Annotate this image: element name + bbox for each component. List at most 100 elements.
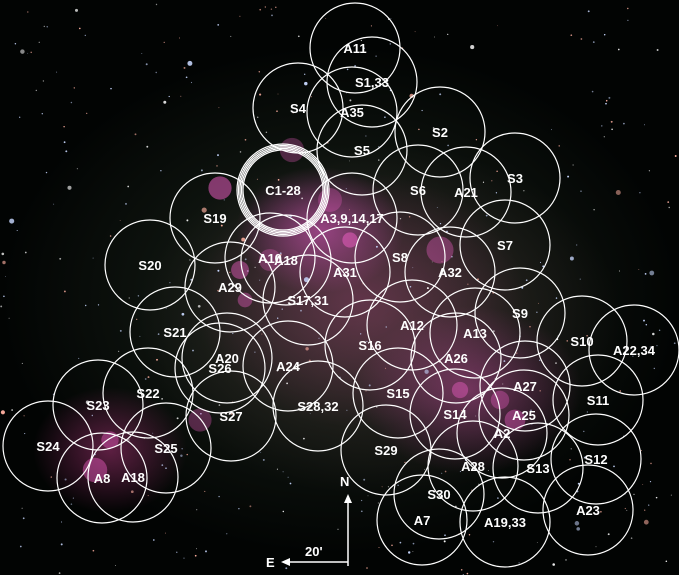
star (475, 139, 478, 141)
star (61, 521, 63, 523)
star (349, 99, 352, 102)
star (311, 96, 313, 98)
star (642, 484, 644, 486)
star (276, 370, 278, 372)
field-label: S30 (427, 487, 450, 502)
star (168, 95, 170, 98)
north-arrowhead-icon (344, 494, 352, 503)
star (469, 467, 471, 469)
star (626, 349, 629, 351)
star (3, 295, 5, 298)
star (424, 326, 426, 328)
star (591, 90, 594, 93)
star (370, 25, 372, 27)
star (365, 390, 367, 392)
star (387, 486, 389, 488)
north-label: N (340, 474, 349, 489)
star (610, 120, 613, 123)
star (128, 439, 130, 441)
emission-knot (504, 409, 526, 431)
star (485, 214, 488, 217)
star (2, 260, 6, 265)
field-ring (240, 214, 332, 306)
star (655, 496, 658, 499)
star (592, 41, 595, 43)
star (43, 25, 46, 28)
star (495, 192, 498, 194)
star (164, 532, 166, 534)
star (665, 560, 668, 563)
star (558, 145, 560, 147)
field-ring (404, 226, 496, 318)
star (300, 309, 302, 312)
star (441, 261, 443, 263)
star (447, 33, 449, 36)
star (668, 206, 670, 209)
star (552, 563, 555, 566)
star (378, 159, 380, 161)
star (92, 549, 95, 552)
star (265, 131, 268, 134)
star (644, 509, 646, 511)
star (444, 470, 447, 473)
field-label: A28 (461, 459, 485, 474)
star (471, 489, 473, 491)
central-field-ring (242, 149, 324, 231)
field-ring (552, 354, 644, 446)
star (674, 155, 677, 157)
star (424, 369, 429, 374)
field-ring (52, 359, 144, 451)
central-field-ring (237, 144, 329, 236)
star (390, 396, 392, 398)
star (249, 505, 252, 508)
star (216, 165, 218, 167)
central-field-ring (239, 146, 327, 234)
star (412, 542, 415, 545)
star (439, 93, 442, 96)
star (63, 290, 66, 293)
star (50, 476, 53, 478)
star (176, 551, 178, 553)
star (399, 218, 402, 220)
field-ring (169, 172, 261, 264)
field-ring (184, 241, 276, 333)
star (180, 454, 183, 458)
star (218, 107, 220, 109)
star (0, 305, 3, 308)
star (639, 192, 641, 194)
field-label: S16 (358, 338, 381, 353)
star (58, 572, 61, 574)
star (368, 384, 371, 387)
star (539, 359, 541, 361)
field-label: S6 (410, 183, 426, 198)
star (9, 218, 15, 224)
field-ring (372, 144, 464, 236)
star (439, 222, 442, 225)
star (4, 276, 6, 277)
star (446, 230, 448, 233)
star (304, 81, 308, 86)
field-ring (326, 36, 418, 128)
star (451, 255, 453, 258)
star (360, 333, 362, 335)
east-label: E (266, 555, 275, 570)
star (363, 47, 365, 49)
star (436, 206, 438, 208)
star (468, 534, 471, 536)
star (345, 188, 347, 190)
star (244, 258, 247, 261)
star (23, 415, 25, 417)
star (128, 297, 130, 299)
star (246, 270, 249, 272)
star (378, 146, 380, 148)
east-arrowhead-icon (281, 558, 290, 566)
star (230, 35, 232, 37)
star (21, 507, 23, 509)
field-ring (394, 86, 486, 178)
field-ring (316, 104, 408, 196)
star-field (0, 3, 677, 575)
star (412, 551, 414, 552)
field-label: S15 (386, 386, 409, 401)
star (70, 503, 73, 505)
star (572, 164, 574, 166)
